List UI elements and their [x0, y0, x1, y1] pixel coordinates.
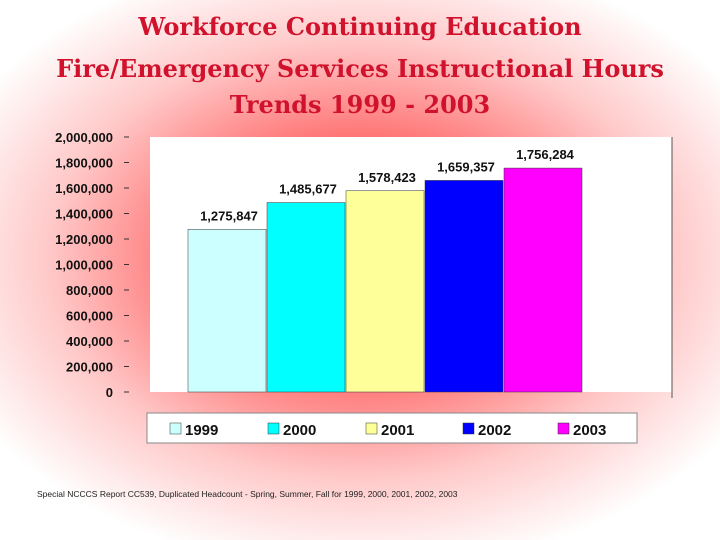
footnote: Special NCCCS Report CC539, Duplicated H…: [37, 489, 458, 499]
y-tick-label: 600,000: [66, 309, 113, 324]
legend-label-2000: 2000: [283, 422, 316, 439]
legend-swatch-2001: [365, 422, 378, 435]
y-tick-label: 800,000: [66, 283, 113, 298]
chart-title-line-3: Trends 1999 - 2003: [229, 90, 491, 119]
data-label-2001: 1,578,423: [358, 170, 416, 185]
chart-title-line-2: Fire/Emergency Services Instructional Ho…: [56, 54, 664, 83]
legend-label-2002: 2002: [478, 422, 511, 439]
legend-label-2003: 2003: [573, 422, 606, 439]
legend-swatch-2000: [267, 422, 280, 435]
y-tick-label: 1,000,000: [55, 258, 113, 273]
legend-swatch-2002: [462, 422, 475, 435]
legend-label-2001: 2001: [381, 422, 414, 439]
y-tick-label: 0: [106, 385, 113, 400]
bar-2000: [266, 202, 346, 393]
y-tick-label: 1,600,000: [55, 181, 113, 196]
legend-box: [146, 412, 638, 444]
data-labels: 1,275,847 1,485,677 1,578,423 1,659,357 1,75…: [200, 147, 575, 223]
y-tick-label: 200,000: [66, 360, 113, 375]
y-tick-label: 1,200,000: [55, 232, 113, 247]
y-tick-label: 1,400,000: [55, 207, 113, 222]
data-label-2002: 1,659,357: [437, 159, 495, 174]
data-label-1999: 1,275,847: [200, 208, 258, 223]
bar-1999: [187, 229, 267, 393]
y-tick-label: 400,000: [66, 334, 113, 349]
legend-swatch-2003: [557, 422, 570, 435]
y-axis: 0 200,000 400,000 600,000 800,000 1,000,000 1,…: [55, 130, 129, 400]
y-tick-label: 1,800,000: [55, 156, 113, 171]
legend: 1999 2000 2001 2002 2003: [146, 412, 638, 444]
bar-2002: [424, 180, 504, 393]
bar-2001: [345, 190, 425, 393]
legend-label-1999: 1999: [185, 422, 218, 439]
y-tick-label: 2,000,000: [55, 130, 113, 145]
bar-2003: [503, 167, 583, 393]
data-label-2003: 1,756,284: [516, 147, 575, 162]
chart-title-line-1: Workforce Continuing Education: [138, 12, 582, 41]
legend-swatch-1999: [169, 422, 182, 435]
bars: [187, 167, 583, 393]
data-label-2000: 1,485,677: [279, 182, 337, 197]
